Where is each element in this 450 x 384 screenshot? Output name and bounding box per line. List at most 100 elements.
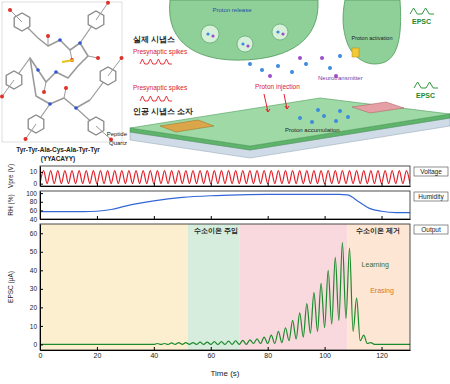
hydroxyl-bond [108,58,122,76]
y-tick: 60 [30,207,43,214]
neurotransmitter [320,56,324,60]
tick-mark [154,347,155,350]
legend-box [414,225,448,234]
x-tick: 100 [319,347,331,359]
tick-mark [40,172,43,173]
x-tick: 40 [150,347,158,359]
x-tick: 80 [264,347,272,359]
receptor [352,48,359,57]
x-tick [211,216,212,219]
axis-line [41,186,411,187]
y-tick: 40 [30,216,43,223]
oxygen-atom [64,86,68,90]
oxygen-atom [46,34,50,38]
proton [338,109,342,113]
tick-label: 60 [207,352,215,359]
hydroxyl-bond [2,80,14,97]
y-tick: 100 [26,190,43,197]
tick-label: 80 [264,352,272,359]
input-spikes [140,59,172,64]
input-electrode [160,120,214,132]
y-tick: 60 [30,230,43,237]
tick-label: 0 [39,352,43,359]
tick-label: 40 [150,352,158,359]
y-axis: 0102030405060 [30,225,43,351]
nitrogen-atom [36,68,40,72]
tick-label: 30 [30,285,38,292]
peptide-layer [130,98,450,146]
tick-label: 120 [376,352,388,359]
artificial-synapse: Presynaptic spikes인공 시냅스 소자Proton inject… [107,82,450,158]
tick-label: 100 [319,352,331,359]
postsynaptic-terminal [343,0,401,64]
x-tick [154,216,155,219]
y-tick: 10 [30,168,43,175]
accumulation-label: Proton accumulation [285,127,340,133]
diagram: Tyr-Tyr-Ala-Cys-Ala-Tyr-Tyr(YYACAYY)실제 시… [0,0,450,163]
x-tick: 20 [94,347,102,359]
tick-mark [97,183,98,186]
injection-arrowhead [285,106,289,109]
legend: Output [414,225,448,234]
x-tick [154,183,155,186]
legend-label: Output [421,226,441,234]
y-tick: 20 [30,304,43,311]
nitrogen-atom [54,70,58,74]
tick-label: 0 [33,341,37,348]
neurotransmitter [268,74,272,78]
x-tick [382,183,383,186]
y-tick: 40 [30,267,43,274]
x-axis [41,216,411,220]
legend-box [414,192,448,201]
plot-area [40,224,410,350]
tick-label: 80 [30,198,38,205]
legend: Humidity [414,192,448,201]
molecule [0,1,124,142]
region [239,224,347,350]
annotation: 수소이온 주입 [194,227,238,235]
tick-label: 40 [30,216,38,223]
oxygen-atom [42,90,46,94]
y-tick: 0 [33,180,43,187]
series-line [40,243,410,345]
tick-mark [382,347,383,350]
proton [334,119,338,123]
tick-mark [40,184,43,185]
tick-mark [40,233,43,234]
series-line [40,171,410,184]
tick-label: 60 [30,230,38,237]
region [347,224,410,350]
injection-arrowhead [266,109,270,112]
legend-label: Voltage [420,168,442,176]
tick-mark [40,202,43,203]
tick-label: 50 [30,248,38,255]
tick-mark [382,216,383,219]
plot-frame [40,166,410,186]
molecule-code: (YYACAYY) [41,155,76,163]
x-tick: 120 [376,347,388,359]
backbone [30,38,90,108]
tick-mark [382,183,383,186]
tick-mark [211,183,212,186]
chart-panel: 0204060801001200102030405060EPSC (μA)Tim… [7,224,448,378]
proton [298,116,302,120]
x-tick [268,183,269,186]
vesicle-proton [276,30,279,33]
oxygen-atom [8,8,12,12]
y-tick: 50 [30,248,43,255]
tick-mark [40,326,43,327]
neurotransmitter [298,56,302,60]
y-axis-title: EPSC (μA) [7,271,15,303]
y-axis: 40 60 80100 [26,190,43,223]
x-axis-title: Time (s) [210,369,239,378]
tick-mark [40,344,43,345]
figure: Tyr-Tyr-Ala-Cys-Ala-Tyr-Tyr(YYACAYY)실제 시… [0,0,450,384]
tick-label: 40 [30,267,38,274]
annotation: 수소이온 제거 [356,227,400,235]
tick-mark [211,347,212,350]
presynaptic-terminal [170,0,319,60]
activation-label: Proton activation [352,35,393,41]
proton [328,66,332,70]
axis-line [40,225,41,351]
tick-mark [211,216,212,219]
